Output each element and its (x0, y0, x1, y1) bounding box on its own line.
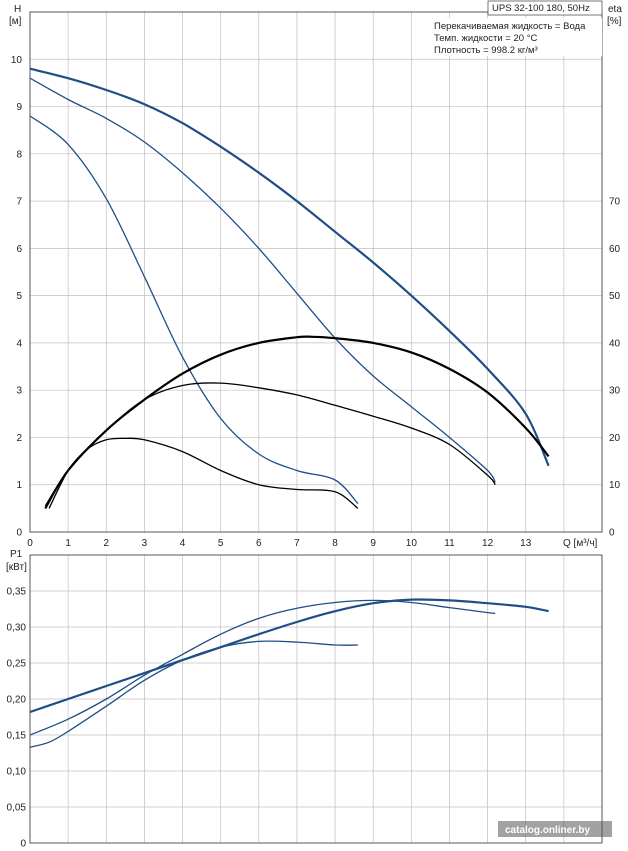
info-box (430, 18, 602, 56)
head-axis-unit: [м] (9, 16, 22, 27)
power-tick-label: 0,15 (7, 731, 27, 742)
power-curve-2 (29, 599, 496, 736)
power-axis-unit: [кВт] (6, 562, 27, 573)
x-tick-label: 5 (218, 538, 224, 549)
x-tick-label: 4 (180, 538, 186, 549)
x-tick-label: 11 (444, 538, 455, 549)
info-fluid: Перекачиваемая жидкость = Вода (434, 21, 586, 32)
power-tick-label: 0,25 (7, 659, 27, 670)
x-tick-label: 1 (65, 538, 71, 549)
x-tick-label: 2 (103, 538, 109, 549)
head-tick-label: 2 (16, 433, 22, 444)
head-tick-label: 1 (16, 480, 22, 491)
power-curve-1 (29, 598, 549, 714)
x-tick-label: 12 (482, 538, 494, 549)
head-tick-label: 9 (16, 102, 22, 113)
head-tick-label: 3 (16, 386, 22, 397)
head-tick-label: 7 (16, 197, 22, 208)
head-chart-curves (29, 67, 550, 509)
head-tick-label: 5 (16, 291, 22, 302)
head-chart-frame (29, 11, 603, 533)
power-tick-label: 0,20 (7, 695, 27, 706)
eta-tick-label: 60 (609, 244, 621, 255)
chart-title-box (487, 0, 603, 16)
chart-title: UPS 32-100 180, 50Hz (492, 3, 590, 14)
x-tick-label: 7 (294, 538, 300, 549)
head-chart-grid (30, 12, 602, 532)
eta-tick-label: 50 (609, 291, 621, 302)
eta-tick-label: 30 (609, 386, 621, 397)
eta-curve-3 (48, 437, 359, 509)
x-tick-label: 3 (142, 538, 148, 549)
info-temperature: Темп. жидкости = 20 °C (434, 33, 537, 44)
head-tick-label: 4 (16, 338, 22, 349)
head-curve-2 (29, 77, 496, 483)
eta-axis-label: eta (608, 4, 622, 15)
head-axis-label: H (14, 4, 21, 15)
eta-tick-label: 20 (609, 433, 621, 444)
x-tick-label: 0 (27, 538, 33, 549)
power-curve-3 (29, 640, 358, 748)
eta-tick-label: 0 (609, 528, 615, 539)
eta-axis-unit: [%] (607, 16, 622, 27)
power-tick-label: 0 (20, 839, 26, 850)
watermark-box (498, 821, 612, 837)
x-tick-label: 6 (256, 538, 262, 549)
power-tick-label: 0,05 (7, 803, 27, 814)
head-tick-label: 10 (11, 55, 23, 66)
x-tick-label: 9 (370, 538, 376, 549)
head-curve-3 (29, 115, 359, 505)
x-tick-label: 10 (406, 538, 418, 549)
head-tick-label: 0 (16, 528, 22, 539)
power-tick-label: 0,10 (7, 767, 27, 778)
eta-tick-label: 10 (609, 480, 621, 491)
head-tick-label: 8 (16, 149, 22, 160)
head-tick-label: 6 (16, 244, 22, 255)
info-density: Плотность = 998.2 кг/м³ (434, 45, 538, 56)
head-curve-1 (29, 67, 550, 467)
eta-curve-2 (44, 382, 496, 507)
x-tick-label: 8 (332, 538, 338, 549)
power-axis-label: P1 (10, 549, 23, 560)
x-tick-label: 13 (520, 538, 532, 549)
power-tick-label: 0,35 (7, 587, 27, 598)
flow-axis-label: Q [м³/ч] (563, 538, 598, 549)
power-chart-frame (29, 554, 603, 844)
power-chart-curves (29, 598, 549, 748)
watermark-text: catalog.onliner.by (505, 825, 590, 836)
eta-tick-label: 70 (609, 197, 621, 208)
power-tick-label: 0,30 (7, 623, 27, 634)
eta-tick-label: 40 (609, 338, 621, 349)
